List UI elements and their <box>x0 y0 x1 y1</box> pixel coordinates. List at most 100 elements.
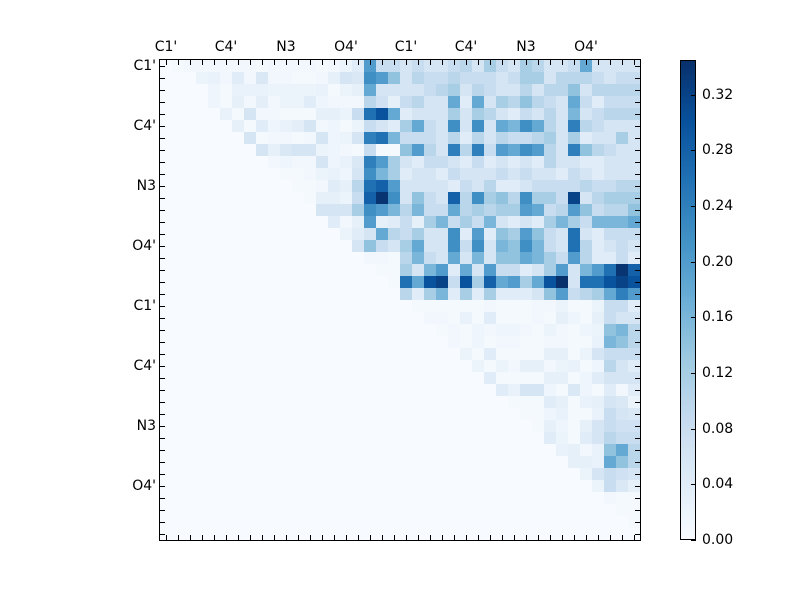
heatmap-cell <box>580 144 592 156</box>
heatmap-cell <box>352 180 364 192</box>
heatmap-cell <box>484 204 496 216</box>
heatmap-cell <box>532 84 544 96</box>
heatmap-cell <box>592 384 604 396</box>
axis-tick <box>382 60 383 65</box>
heatmap-cell <box>436 180 448 192</box>
heatmap-cell <box>256 144 268 156</box>
heatmap-cell <box>520 300 532 312</box>
heatmap-cell <box>244 60 256 72</box>
heatmap-cell <box>616 312 628 324</box>
axis-tick <box>160 282 165 283</box>
heatmap-cell <box>592 300 604 312</box>
heatmap-cell <box>484 108 496 120</box>
heatmap-cell <box>304 180 316 192</box>
x-tick-label: O4' <box>334 39 358 55</box>
heatmap-cell <box>268 72 280 84</box>
heatmap-cell <box>436 216 448 228</box>
axis-tick <box>214 60 215 65</box>
heatmap-cell <box>532 120 544 132</box>
colorbar-tick <box>691 94 696 96</box>
heatmap-cell <box>196 72 208 84</box>
heatmap-cell <box>568 108 580 120</box>
heatmap-cell <box>388 264 400 276</box>
heatmap-cell <box>520 96 532 108</box>
heatmap-cell <box>604 180 616 192</box>
heatmap-cell <box>556 60 568 72</box>
heatmap-cell <box>616 96 628 108</box>
axis-tick <box>382 535 383 540</box>
heatmap-cell <box>244 132 256 144</box>
colorbar-tick-label: 0.04 <box>702 476 734 493</box>
heatmap-cell <box>352 96 364 108</box>
heatmap-cell <box>628 456 640 468</box>
heatmap-cell <box>628 96 640 108</box>
axis-tick <box>160 354 165 355</box>
axis-tick <box>635 282 640 283</box>
heatmap-cell <box>568 240 580 252</box>
heatmap-cell <box>328 132 340 144</box>
heatmap-cell <box>436 72 448 84</box>
heatmap-cell <box>412 264 424 276</box>
heatmap-cell <box>604 120 616 132</box>
heatmap-cell <box>352 132 364 144</box>
heatmap-cell <box>172 60 184 72</box>
heatmap-cell <box>508 228 520 240</box>
heatmap-cell <box>592 204 604 216</box>
heatmap-cell <box>316 192 328 204</box>
heatmap-cell <box>412 156 424 168</box>
axis-tick <box>635 306 640 307</box>
axis-tick <box>635 270 640 271</box>
axis-tick <box>526 535 527 540</box>
axis-tick <box>274 535 275 540</box>
heatmap-cell <box>604 192 616 204</box>
heatmap-cell <box>616 132 628 144</box>
heatmap-cell <box>388 240 400 252</box>
x-tick-label: N3 <box>276 39 296 55</box>
heatmap-cell <box>556 360 568 372</box>
heatmap-cell <box>436 276 448 288</box>
heatmap-cell <box>532 300 544 312</box>
colorbar-tick-label: 0.24 <box>702 198 734 215</box>
heatmap-cell <box>496 60 508 72</box>
heatmap-cell <box>460 276 472 288</box>
heatmap-cell <box>424 228 436 240</box>
heatmap-cell <box>352 60 364 72</box>
heatmap-cell <box>232 72 244 84</box>
heatmap-cell <box>616 228 628 240</box>
heatmap-cell <box>544 408 556 420</box>
heatmap-cell <box>292 84 304 96</box>
heatmap-cell <box>352 228 364 240</box>
heatmap-cell <box>520 216 532 228</box>
axis-tick <box>274 60 275 65</box>
y-tick-label: O4' <box>132 238 156 254</box>
heatmap-cell <box>544 60 556 72</box>
heatmap-cell <box>616 336 628 348</box>
heatmap-cell <box>520 288 532 300</box>
heatmap-cell <box>388 108 400 120</box>
axis-tick <box>635 138 640 139</box>
heatmap-cell <box>556 228 568 240</box>
heatmap-cell <box>580 216 592 228</box>
heatmap-cell <box>556 72 568 84</box>
heatmap-cell <box>628 420 640 432</box>
heatmap-cell <box>580 72 592 84</box>
heatmap-cell <box>424 276 436 288</box>
heatmap-cell <box>580 324 592 336</box>
axis-tick <box>635 330 640 331</box>
heatmap-cell <box>472 240 484 252</box>
heatmap-cell <box>436 228 448 240</box>
heatmap-cell <box>616 216 628 228</box>
heatmap-cell <box>496 324 508 336</box>
axis-tick <box>635 246 640 247</box>
heatmap-cell <box>520 324 532 336</box>
heatmap-cell <box>472 312 484 324</box>
heatmap-cell <box>580 396 592 408</box>
heatmap-cell <box>520 312 532 324</box>
heatmap-cell <box>472 120 484 132</box>
heatmap-cell <box>496 372 508 384</box>
heatmap-cell <box>376 252 388 264</box>
heatmap-cell <box>508 72 520 84</box>
heatmap-cell <box>448 324 460 336</box>
heatmap-cell <box>532 324 544 336</box>
heatmap-cell <box>580 108 592 120</box>
